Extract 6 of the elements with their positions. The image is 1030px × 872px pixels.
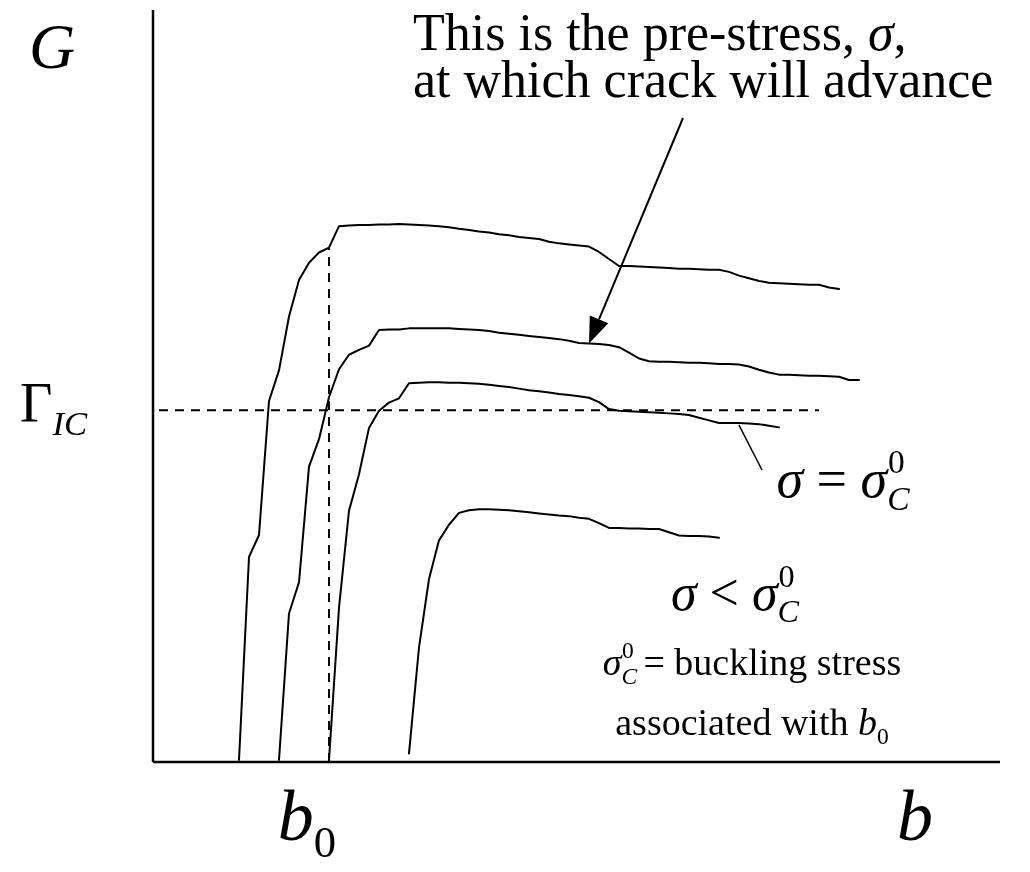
series-label: Γ$_{IC}$ xyxy=(20,372,88,444)
x-axis-title: b xyxy=(897,776,933,856)
y-axis-title: G xyxy=(28,11,76,82)
text: b$_{0}$ xyxy=(277,776,336,868)
text: This is the pre-stress, σ, at which crack will advance xyxy=(413,4,994,108)
annotation: σ$_{C}$$^{0}$ = buckling stress associated with b$_{0}$ xyxy=(602,636,902,750)
